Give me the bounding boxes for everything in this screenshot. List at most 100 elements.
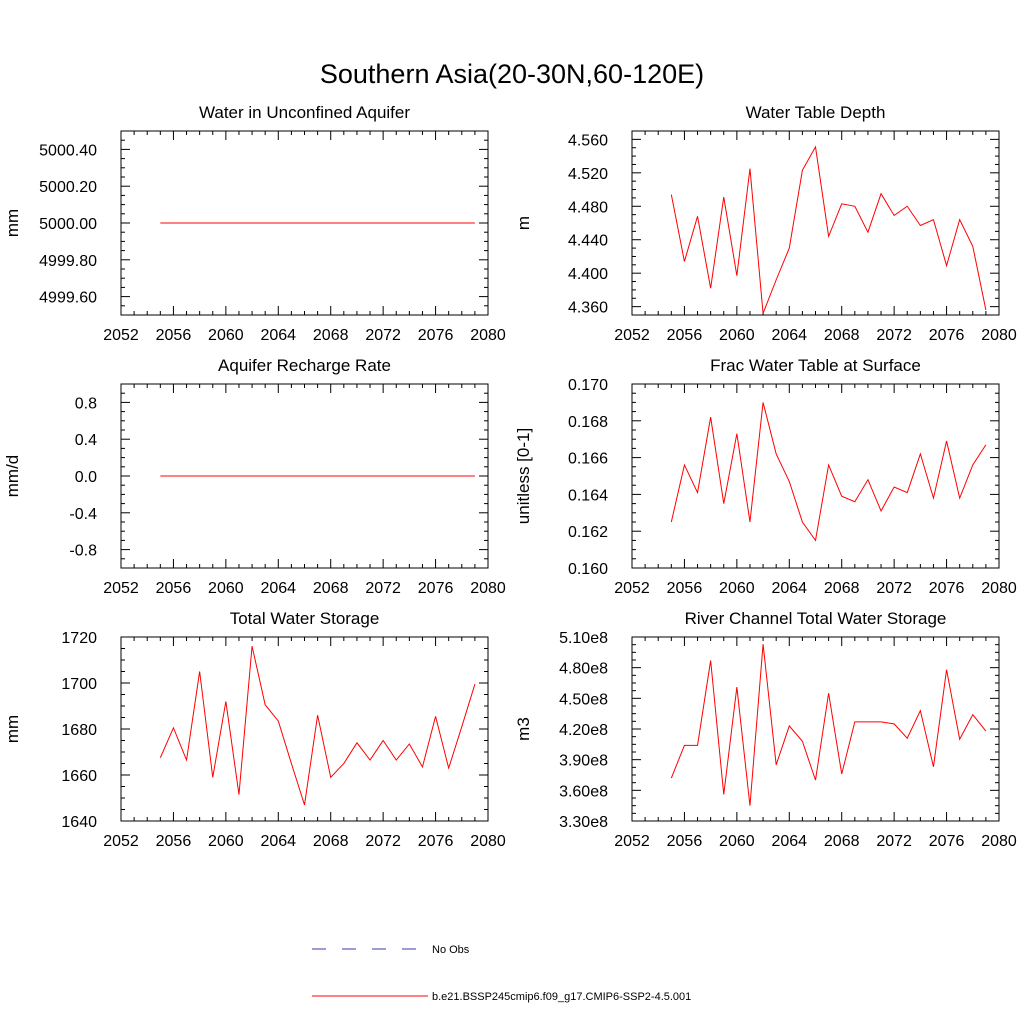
panel-4: Frac Water Table at Surface unitless [0-1… (514, 356, 1017, 597)
x-tick-label: 2076 (418, 327, 454, 344)
panel-title: Water Table Depth (746, 103, 886, 122)
panel-2: Water Table Depth m 2052 2056 2060 2064 2068 20… (514, 103, 1017, 344)
x-tick-label: 2076 (929, 327, 965, 344)
y-axis-label: mm (3, 715, 22, 743)
legend-label: b.e21.BSSP245cmip6.f09_g17.CMIP6-SSP2-4.… (432, 991, 691, 1003)
y-tick-label: 0.170 (568, 377, 608, 394)
y-tick-label: 4.480 (568, 199, 608, 216)
y-tick-label: 4.400 (568, 266, 608, 283)
panel-6: River Channel Total Water Storage m3 2052 2… (514, 609, 1017, 850)
x-tick-label: 2060 (719, 580, 755, 597)
x-tick-label: 2072 (876, 327, 912, 344)
x-tick-label: 2052 (103, 833, 139, 850)
y-tick-label: 4.560 (568, 132, 608, 149)
y-tick-label: 0.8 (75, 395, 97, 412)
x-tick-label: 2080 (981, 833, 1017, 850)
series-line (670, 145, 987, 314)
y-tick-label: 0.164 (568, 487, 608, 504)
x-tick-label: 2056 (667, 580, 703, 597)
y-tick-label: 3.90e8 (559, 753, 608, 770)
x-tick-label: 2056 (667, 327, 703, 344)
x-tick-label: 2060 (208, 833, 244, 850)
y-tick-label: 4.20e8 (559, 722, 608, 739)
series-line (670, 644, 987, 806)
x-tick-label: 2064 (260, 580, 296, 597)
legend: No Obs b.e21.BSSP245cmip6.f09_g17.CMIP6-S… (312, 944, 691, 1003)
y-tick-label: 1640 (61, 814, 97, 831)
x-tick-label: 2052 (103, 327, 139, 344)
x-tick-label: 2080 (470, 580, 506, 597)
panel-title: Aquifer Recharge Rate (218, 356, 391, 375)
x-tick-label: 2068 (824, 327, 860, 344)
x-tick-label: 2080 (470, 327, 506, 344)
panel-3: Aquifer Recharge Rate mm/d 2052 2056 2060 206… (3, 356, 506, 597)
y-tick-label: 0.160 (568, 561, 608, 578)
y-tick-label: 4.440 (568, 233, 608, 250)
panel-title: Frac Water Table at Surface (710, 356, 921, 375)
series-line (670, 402, 987, 542)
y-tick-label: 1660 (61, 768, 97, 785)
x-tick-label: 2076 (418, 833, 454, 850)
x-tick-label: 2080 (981, 580, 1017, 597)
y-tick-label: 0.162 (568, 524, 608, 541)
x-tick-label: 2052 (614, 327, 650, 344)
x-tick-label: 2064 (771, 580, 807, 597)
y-tick-label: 4.360 (568, 300, 608, 317)
y-tick-label: 4999.80 (39, 253, 97, 270)
panel-title: River Channel Total Water Storage (685, 609, 947, 628)
y-tick-label: 0.166 (568, 451, 608, 468)
y-tick-label: -0.8 (69, 543, 97, 560)
x-tick-label: 2052 (103, 580, 139, 597)
x-tick-label: 2068 (313, 580, 349, 597)
x-tick-label: 2064 (771, 327, 807, 344)
x-tick-label: 2052 (614, 833, 650, 850)
y-tick-label: 4.50e8 (559, 691, 608, 708)
x-tick-label: 2076 (418, 580, 454, 597)
series-line (159, 646, 476, 806)
panel-title: Water in Unconfined Aquifer (199, 103, 410, 122)
x-tick-label: 2060 (208, 580, 244, 597)
y-tick-label: 1680 (61, 722, 97, 739)
x-tick-label: 2072 (876, 833, 912, 850)
x-tick-label: 2068 (824, 580, 860, 597)
x-tick-label: 2080 (470, 833, 506, 850)
x-tick-label: 2064 (771, 833, 807, 850)
x-tick-label: 2072 (365, 580, 401, 597)
y-tick-label: 5.10e8 (559, 630, 608, 647)
y-tick-label: 3.30e8 (559, 814, 608, 831)
y-tick-label: 4.80e8 (559, 661, 608, 678)
y-tick-label: 1700 (61, 676, 97, 693)
x-tick-label: 2068 (313, 327, 349, 344)
x-tick-label: 2072 (365, 327, 401, 344)
x-tick-label: 2076 (929, 833, 965, 850)
y-tick-label: 5000.40 (39, 142, 97, 159)
x-tick-label: 2060 (719, 833, 755, 850)
y-tick-label: 1720 (61, 630, 97, 647)
x-tick-label: 2060 (719, 327, 755, 344)
panels: Water in Unconfined Aquifer mm 2052 2056 206… (3, 103, 1017, 850)
x-tick-label: 2056 (156, 327, 192, 344)
plot-frame (631, 130, 1000, 316)
y-tick-label: 0.4 (75, 432, 97, 449)
x-tick-label: 2064 (260, 833, 296, 850)
panel-1: Water in Unconfined Aquifer mm 2052 2056 206… (3, 103, 506, 344)
y-tick-label: 0.0 (75, 469, 97, 486)
y-axis-label: m (514, 216, 533, 230)
plot-frame (120, 636, 489, 822)
x-tick-label: 2068 (313, 833, 349, 850)
y-axis-label: mm/d (3, 455, 22, 498)
x-tick-label: 2056 (156, 833, 192, 850)
x-tick-label: 2052 (614, 580, 650, 597)
y-tick-label: 3.60e8 (559, 783, 608, 800)
y-tick-label: 5000.00 (39, 216, 97, 233)
x-tick-label: 2072 (365, 833, 401, 850)
x-tick-label: 2076 (929, 580, 965, 597)
y-tick-label: 4.520 (568, 166, 608, 183)
y-tick-label: 5000.20 (39, 179, 97, 196)
y-tick-label: 0.168 (568, 414, 608, 431)
x-tick-label: 2060 (208, 327, 244, 344)
x-tick-label: 2056 (156, 580, 192, 597)
y-tick-label: 4999.60 (39, 290, 97, 307)
x-tick-label: 2080 (981, 327, 1017, 344)
